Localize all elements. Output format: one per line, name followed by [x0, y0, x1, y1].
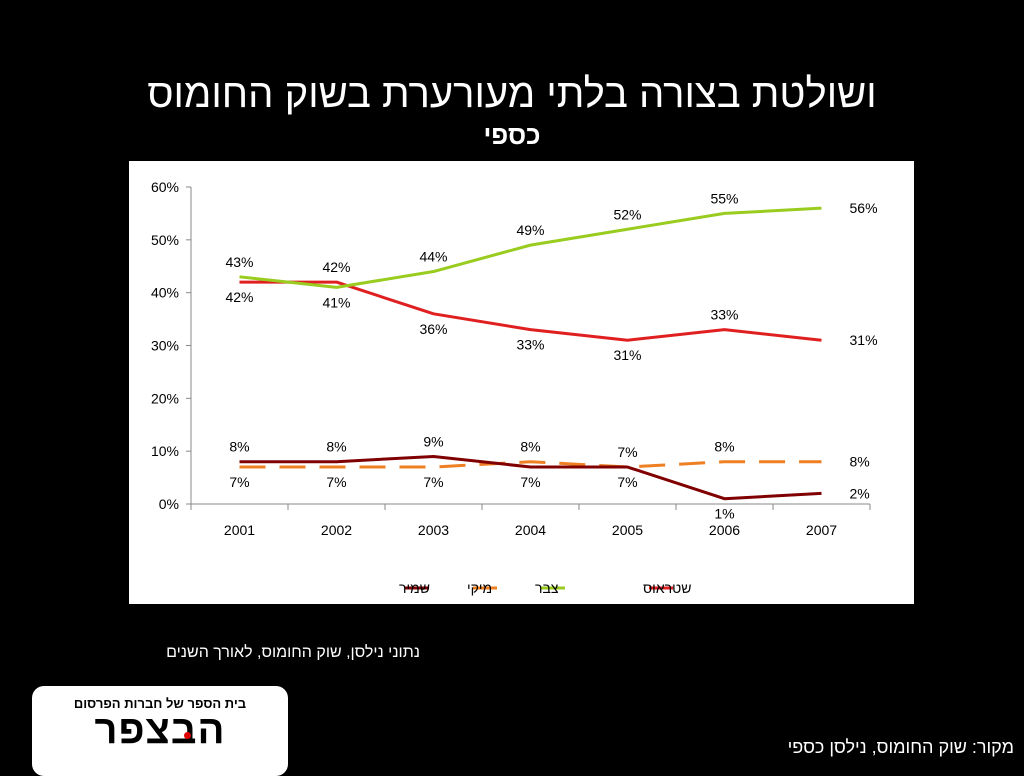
- data-label: 56%: [850, 200, 878, 216]
- data-label: 8%: [520, 439, 540, 455]
- data-label: 2%: [850, 485, 870, 501]
- data-label: 7%: [423, 474, 443, 490]
- series-line-2: [239, 460, 822, 469]
- chart-caption: נתוני נילסן, שוק החומוס, לאורך השנים: [166, 644, 420, 661]
- x-tick-label: 2004: [515, 522, 546, 538]
- source-note: מקור: שוק החומוס, נילסן כספי: [787, 737, 1014, 757]
- y-tick-label: 30%: [151, 338, 179, 354]
- x-tick-label: 2003: [418, 522, 449, 538]
- y-tick-label: 50%: [151, 232, 179, 248]
- x-tick-label: 2005: [612, 522, 643, 538]
- y-tick-label: 10%: [151, 443, 179, 459]
- legend-label: שמיר: [399, 580, 430, 596]
- legend-label: שטראוס: [643, 580, 691, 596]
- data-label: 49%: [516, 222, 544, 238]
- logo-wordmark: הבצפר: [94, 708, 226, 752]
- data-label: 7%: [617, 444, 637, 460]
- logo-tagline: בית הספר של חברות הפרסום: [73, 696, 247, 711]
- slide-subtitle: כספי: [483, 120, 541, 150]
- line-chart: 0% 10% 20% 30% 40% 50% 60% 2001 2002 2003 2004 2005…: [151, 179, 878, 596]
- data-label: 7%: [326, 474, 346, 490]
- chart-panel: 0% 10% 20% 30% 40% 50% 60% 2001 2002 2003 2004 2005…: [129, 161, 914, 604]
- data-label: 31%: [850, 332, 878, 348]
- series-line-0: [239, 280, 822, 342]
- data-label: 36%: [419, 321, 447, 337]
- x-tick-label: 2006: [709, 522, 740, 538]
- data-label: 1%: [714, 506, 734, 522]
- legend-label: צבר: [535, 580, 559, 596]
- data-label: 55%: [710, 190, 738, 206]
- logo: בית הספר של חברות הפרסום הבצפר: [32, 686, 288, 776]
- y-tick-label: 60%: [151, 179, 179, 195]
- series-line-3: [239, 454, 822, 501]
- data-label: 8%: [850, 454, 870, 470]
- data-label: 43%: [225, 254, 253, 270]
- series-line-1: [239, 206, 822, 289]
- data-label: 7%: [229, 474, 249, 490]
- data-label: 33%: [516, 337, 544, 353]
- data-label: 41%: [322, 294, 350, 310]
- data-label: 33%: [710, 307, 738, 323]
- x-tick-label: 2001: [224, 522, 255, 538]
- data-label: 8%: [326, 439, 346, 455]
- logo-dot-icon: [184, 732, 191, 739]
- y-tick-label: 40%: [151, 285, 179, 301]
- data-label: 8%: [714, 439, 734, 455]
- data-label: 52%: [613, 206, 641, 222]
- data-label: 42%: [225, 289, 253, 305]
- legend-label: מיקי: [467, 580, 492, 596]
- y-tick-label: 20%: [151, 390, 179, 406]
- data-label: 7%: [520, 474, 540, 490]
- data-label: 7%: [617, 474, 637, 490]
- slide-title: ושולטת בצורה בלתי מעורערת בשוק החומוס: [147, 72, 877, 116]
- data-label: 44%: [419, 249, 447, 265]
- data-label: 42%: [322, 259, 350, 275]
- data-label: 31%: [613, 347, 641, 363]
- data-label: 9%: [423, 433, 443, 449]
- x-tick-label: 2002: [321, 522, 352, 538]
- data-label: 8%: [229, 439, 249, 455]
- y-tick-label: 0%: [159, 496, 179, 512]
- x-tick-label: 2007: [806, 522, 837, 538]
